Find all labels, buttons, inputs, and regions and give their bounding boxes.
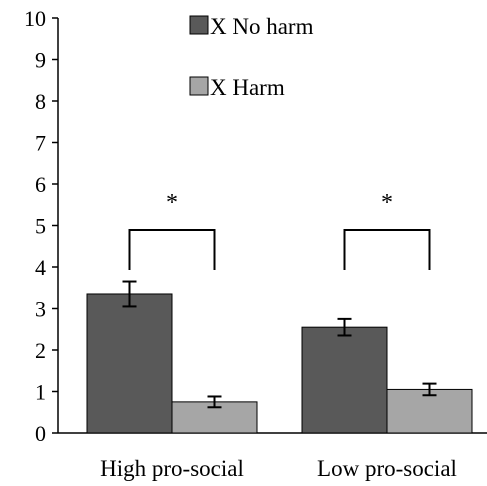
y-tick-label: 8 (35, 89, 46, 114)
y-tick-label: 10 (24, 6, 46, 31)
y-axis: 0 1 2 3 4 5 6 7 8 9 10 (24, 6, 59, 446)
bar (86, 293, 173, 434)
significance-label: * (381, 190, 393, 216)
y-tick-label: 7 (35, 131, 46, 156)
bar-group (86, 293, 473, 434)
x-axis: High pro-social Low pro-social (58, 432, 487, 481)
significance-label: * (166, 190, 178, 216)
y-tick-label: 6 (35, 172, 46, 197)
y-tick-label: 2 (35, 338, 46, 363)
bar (386, 388, 473, 434)
y-tick-label: 0 (35, 421, 46, 446)
bar (171, 401, 258, 434)
y-tick-group: 0 1 2 3 4 5 6 7 8 9 10 (24, 6, 58, 446)
legend: X No harm X Harm (189, 14, 314, 100)
y-tick-label: 1 (35, 380, 46, 405)
significance-bracket (128, 229, 216, 270)
significance-group: * * (128, 190, 431, 270)
category-label: High pro-social (100, 456, 244, 481)
significance-bracket (343, 229, 431, 270)
category-label-group: High pro-social Low pro-social (100, 456, 457, 481)
legend-swatch (189, 15, 209, 35)
bar (301, 326, 388, 434)
legend-label: X No harm (210, 14, 314, 39)
y-tick-label: 3 (35, 297, 46, 322)
y-tick-label: 5 (35, 214, 46, 239)
legend-swatch (189, 76, 209, 96)
y-tick-label: 9 (35, 48, 46, 73)
error-bar-group (122, 280, 437, 409)
legend-label: X Harm (210, 75, 285, 100)
category-label: Low pro-social (317, 456, 457, 481)
y-tick-label: 4 (35, 255, 46, 280)
